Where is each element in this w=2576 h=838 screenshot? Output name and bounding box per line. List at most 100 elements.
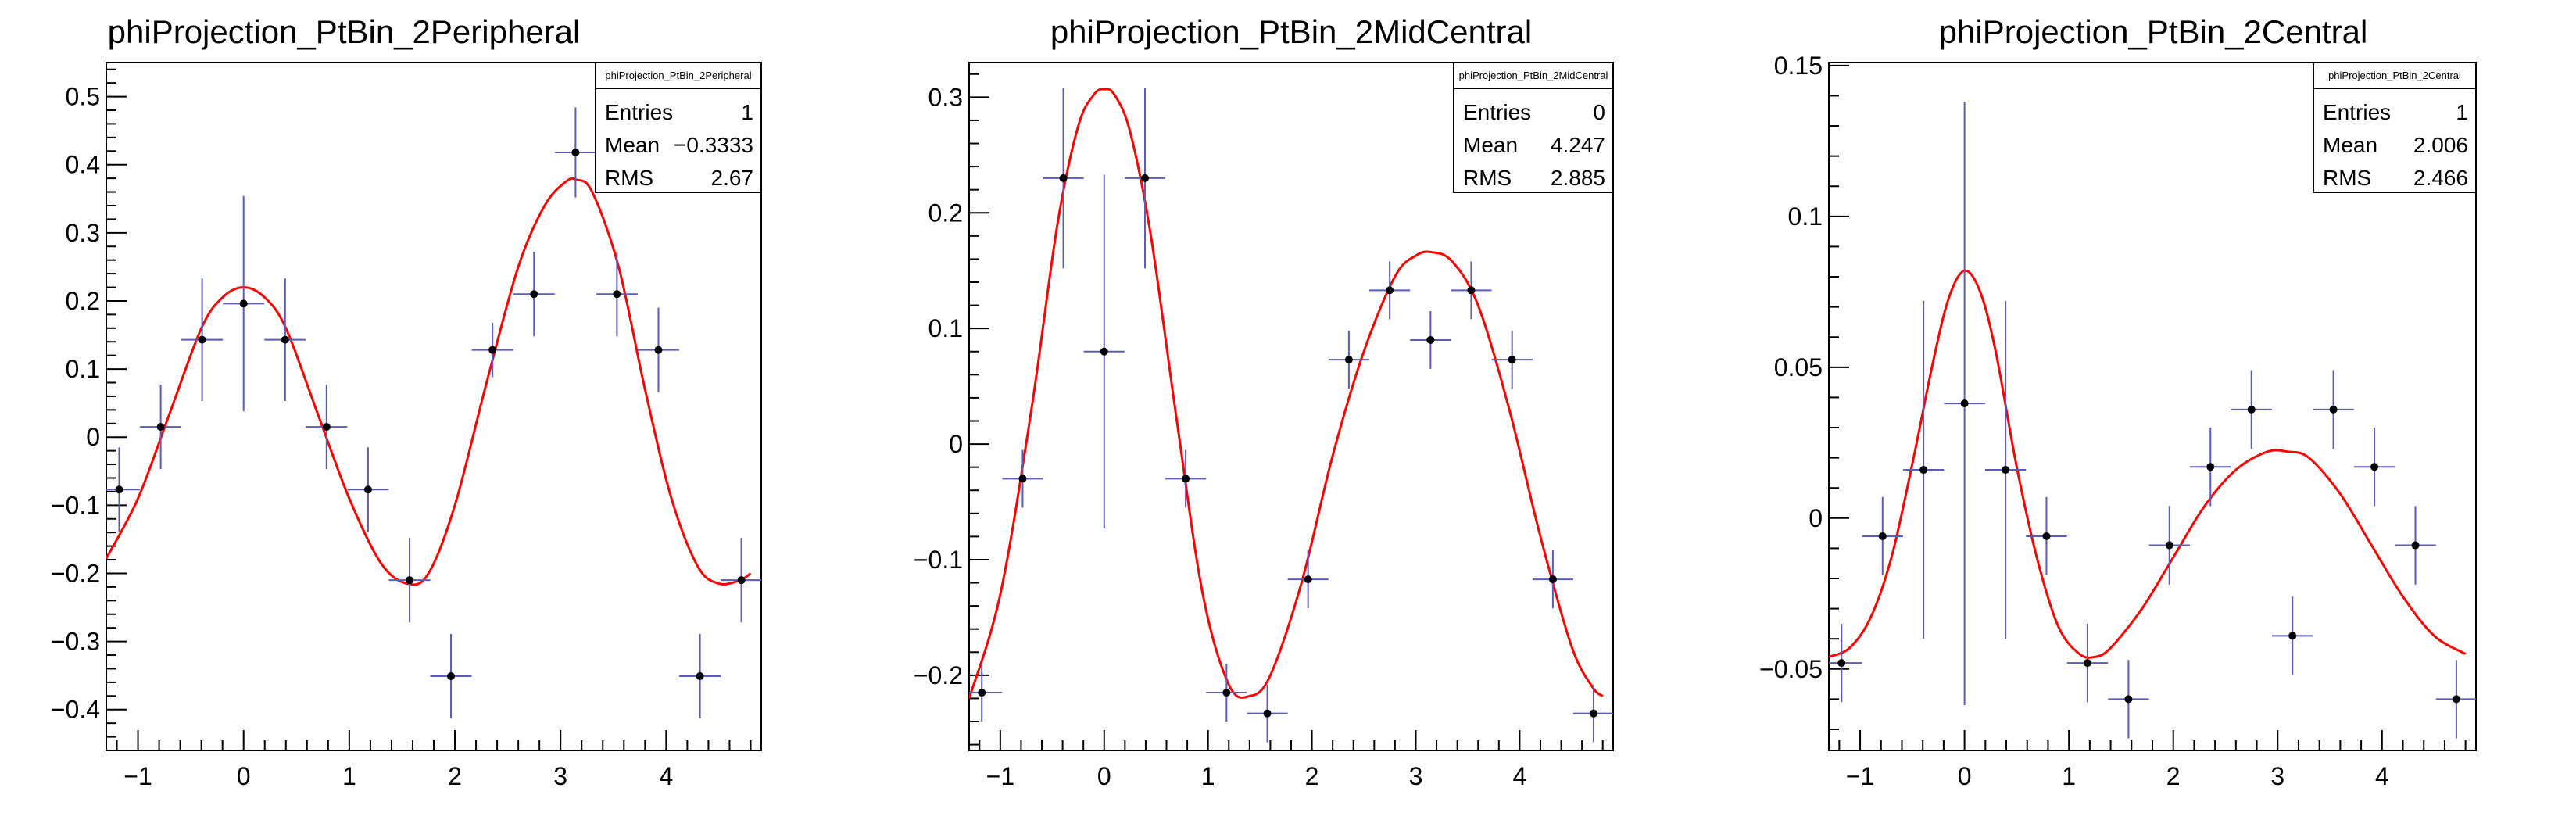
x-tick-label: 2 [2166,762,2181,790]
stats-label: Entries [2323,100,2391,124]
chart-panel-3: phiProjection_PtBin_2Central −1 0 1 2 3 4 −0.05… [1759,13,2477,790]
data-point [2452,695,2460,704]
y-tick-label: −0.2 [914,661,963,689]
data-point [2165,541,2174,550]
fit-curve [1829,269,2467,659]
x-tick-label: 3 [1409,762,1423,790]
data-point [1590,709,1598,718]
x-tick-label: 2 [1305,762,1319,790]
data-point [1386,286,1394,295]
data-point [1222,689,1231,697]
y-tick-label: 0 [86,423,100,451]
data-point [1344,356,1353,364]
y-tick-label: −0.3 [51,628,100,656]
data-point [1141,174,1150,182]
chart-title: phiProjection_PtBin_2Central [1939,13,2368,50]
y-tick-label: −0.4 [51,696,100,724]
stats-value: 1 [2456,100,2468,124]
fit-curve [106,177,752,586]
chart-title: phiProjection_PtBin_2Peripheral [108,13,581,50]
stats-value: 4.247 [1551,133,1605,157]
stats-name: phiProjection_PtBin_2MidCentral [1459,70,1608,81]
data-point [1467,286,1476,295]
data-point [1426,335,1435,344]
x-tick-label: 3 [553,762,567,790]
stats-label: Entries [605,100,673,124]
stats-frame [2313,62,2477,193]
x-tick-label: −1 [986,762,1014,790]
stats-frame [1453,62,1614,193]
x-tick-label: 3 [2270,762,2284,790]
data-point [239,299,248,308]
data-point [2083,659,2091,668]
stats-label: RMS [1463,166,1512,190]
y-tick-label: 0.5 [66,83,100,111]
stats-name: phiProjection_PtBin_2Peripheral [605,70,751,81]
chart-panel-1: phiProjection_PtBin_2Peripheral −1 0 1 2 3 4 −0… [51,13,762,790]
y-tick-label: 0.4 [66,151,100,179]
stats-value: 1 [741,100,753,124]
x-tick-label: 4 [2375,762,2389,790]
data-point [322,423,331,432]
y-tick-label: 0.1 [66,355,100,383]
data-point [1182,475,1190,483]
data-point [2329,405,2338,414]
stats-frame [595,62,762,193]
data-point [1960,399,1969,408]
data-point [156,423,165,432]
y-tick-label: −0.1 [51,491,100,519]
y-tick-label: 0.1 [1788,202,1823,231]
x-tick-label: 1 [342,762,356,790]
y-tick-label: 0.1 [928,314,963,342]
data-point [447,672,456,681]
data-point [2002,466,2010,475]
data-point [1059,174,1068,182]
x-tick-label: 1 [2062,762,2076,790]
y-tick-label: 0.05 [1774,353,1823,381]
stats-box: phiProjection_PtBin_2Central Entries 1 Mean… [2313,62,2477,193]
x-tick-label: 2 [448,762,462,790]
x-tick-label: 0 [1958,762,1972,790]
data-point [2288,632,2297,640]
stats-name: phiProjection_PtBin_2Central [2328,70,2461,81]
y-tick-label: 0 [949,430,963,458]
data-point [488,346,497,354]
stats-value: 2.006 [2413,133,2468,157]
stats-value: 0 [1593,100,1605,124]
x-tick-label: 1 [1201,762,1215,790]
x-tick-label: 4 [1512,762,1526,790]
stats-value: 2.885 [1551,166,1605,190]
data-point [406,576,414,585]
data-point [571,149,580,157]
data-point [1919,466,1928,475]
data-point [613,290,621,299]
y-tick-label: 0.2 [928,199,963,227]
data-point [1018,475,1027,483]
data-point [1304,575,1312,584]
data-point [2042,532,2051,540]
chart-panel-2: phiProjection_PtBin_2MidCentral −1 0 1 2 3 4 −0… [914,13,1614,790]
stats-label: RMS [2323,166,2371,190]
stats-value: 2.466 [2413,166,2468,190]
data-point [2247,405,2256,414]
data-point [1548,575,1557,584]
data-point [1508,356,1516,364]
data-point [1878,532,1887,540]
y-tick-label: −0.1 [914,546,963,574]
x-tick-label: −1 [1846,762,1874,790]
stats-label: Mean [2323,133,2377,157]
x-tick-label: 0 [237,762,251,790]
data-point [654,346,663,354]
data-point [1837,659,1846,668]
data-point [363,485,372,494]
stats-label: Entries [1463,100,1531,124]
data-point [1100,347,1108,356]
data-point [2124,695,2133,704]
y-tick-label: −0.2 [51,559,100,587]
y-tick-label: 0.3 [66,219,100,247]
y-tick-label: −0.05 [1759,655,1823,683]
data-point [737,576,746,585]
data-point [198,335,206,344]
x-tick-label: −1 [123,762,152,790]
data-point [696,672,704,681]
